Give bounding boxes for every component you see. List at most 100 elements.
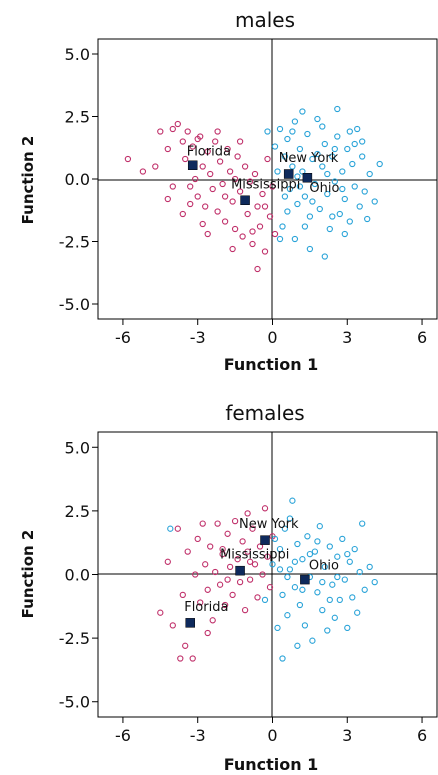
females-blue-point bbox=[289, 497, 296, 504]
females-blue-point bbox=[336, 596, 343, 604]
males-pink-point bbox=[249, 240, 256, 248]
females-pink-point bbox=[184, 548, 191, 555]
males-pink-point bbox=[229, 245, 236, 253]
males-blue-point bbox=[271, 143, 279, 150]
females-blue-point bbox=[294, 642, 301, 649]
males-blue-point bbox=[304, 130, 311, 138]
males-blue-point bbox=[296, 145, 304, 153]
females-blue-point bbox=[346, 558, 353, 565]
females-x-tick-label: 3 bbox=[342, 726, 352, 745]
males-blue-point bbox=[274, 168, 281, 175]
males-blue-point bbox=[346, 218, 353, 225]
males-blue-point bbox=[296, 183, 304, 190]
females-blue-point bbox=[349, 594, 356, 601]
females-blue-point bbox=[301, 622, 309, 629]
males-pink-point bbox=[187, 200, 194, 208]
males-blue-point bbox=[359, 153, 366, 160]
males-y-tick-label: 0.0 bbox=[65, 170, 90, 189]
males-pink-point bbox=[214, 128, 221, 135]
males-blue-point bbox=[354, 125, 361, 133]
females-blue-point bbox=[314, 538, 321, 545]
males-blue-point bbox=[311, 180, 319, 188]
females-centroid-label-mississippi: Mississippi bbox=[220, 548, 289, 563]
females-pink-point bbox=[204, 586, 211, 593]
males-blue-point bbox=[326, 225, 333, 233]
males-blue-point bbox=[289, 163, 296, 170]
males-pink-point bbox=[236, 138, 244, 145]
females-x-tick-label: -6 bbox=[115, 726, 131, 745]
males-x-axis-ticks: -6 -3 0 3 6 bbox=[115, 319, 427, 347]
females-blue-point bbox=[279, 655, 286, 662]
females-blue-point bbox=[371, 578, 378, 586]
females-pink-point bbox=[261, 505, 269, 512]
males-y-tick-label: -5.0 bbox=[59, 295, 90, 314]
females-pink-point bbox=[239, 538, 246, 545]
females-blue-point bbox=[299, 586, 306, 593]
females-title: females bbox=[225, 401, 304, 425]
males-pink-point bbox=[224, 145, 231, 153]
females-blue-point bbox=[334, 553, 341, 560]
males-pink-point bbox=[244, 210, 251, 218]
males-blue-point bbox=[286, 185, 294, 193]
females-pink-point bbox=[216, 581, 224, 588]
males-blue-point bbox=[301, 223, 309, 230]
females-blue-point bbox=[311, 548, 319, 555]
females-y-axis-ticks: 5.0 2.5 0.0 -2.5 -5.0 bbox=[59, 438, 98, 712]
females-pink-point bbox=[182, 642, 189, 649]
males-pink-point bbox=[236, 188, 244, 195]
females-pink-point bbox=[169, 622, 176, 629]
males-pink-point bbox=[271, 230, 279, 238]
males-blue-point bbox=[284, 208, 291, 215]
females-blue-point bbox=[296, 601, 304, 609]
females-pink-point bbox=[174, 525, 181, 532]
males-blue-point bbox=[349, 160, 356, 168]
males-pink-point bbox=[164, 145, 171, 153]
males-blue-point bbox=[279, 223, 286, 230]
males-blue-point bbox=[376, 160, 383, 168]
males-pink-point bbox=[204, 148, 211, 155]
males-blue-point bbox=[331, 145, 338, 153]
males-blue-point bbox=[371, 198, 378, 205]
males-pink-point bbox=[216, 158, 224, 165]
males-blue-point bbox=[316, 205, 323, 213]
males-blue-point bbox=[301, 193, 309, 200]
males-blue-point bbox=[276, 235, 284, 243]
females-centroid-label-ohio: Ohio bbox=[309, 559, 339, 574]
females-pink-point bbox=[197, 599, 204, 606]
males-pink-point bbox=[221, 218, 229, 225]
females-blue-point bbox=[361, 586, 368, 593]
males-blue-point bbox=[359, 138, 366, 145]
males-pink-point bbox=[269, 183, 276, 190]
females-x-tick-label: 6 bbox=[417, 726, 427, 745]
males-pink-point bbox=[174, 120, 181, 128]
males-blue-point bbox=[314, 150, 321, 158]
males-pink-point bbox=[249, 228, 256, 235]
females-pink-point bbox=[251, 561, 259, 568]
females-centroid-label-new-york: New York bbox=[239, 517, 299, 532]
females-pink-point bbox=[224, 576, 231, 583]
males-pink-point bbox=[139, 168, 147, 175]
females-y-tick-label: -5.0 bbox=[59, 693, 90, 712]
males-blue-point bbox=[324, 170, 331, 178]
males-x-tick-label: -3 bbox=[190, 328, 206, 347]
males-pink-point bbox=[226, 168, 234, 175]
females-blue-point bbox=[314, 589, 321, 596]
males-x-tick-label: -6 bbox=[115, 328, 131, 347]
females-blue-point bbox=[286, 566, 294, 573]
males-centroid-label-new-york: New York bbox=[279, 151, 339, 166]
males-pink-point bbox=[241, 163, 249, 170]
males-x-tick-label: 0 bbox=[267, 328, 277, 347]
males-blue-point bbox=[339, 185, 346, 193]
males-pink-point bbox=[259, 190, 266, 198]
males-pink-point bbox=[264, 155, 271, 163]
males-centroid-ohio bbox=[302, 173, 313, 183]
males-y-tick-label: 2.5 bbox=[65, 108, 90, 127]
males-pink-point bbox=[251, 170, 259, 178]
females-blue-point bbox=[326, 596, 333, 604]
males-blue-point bbox=[276, 125, 284, 133]
females-blue-point bbox=[291, 584, 299, 591]
females-blue-point bbox=[276, 566, 284, 573]
males-pink-point bbox=[229, 198, 236, 205]
males-blue-point bbox=[329, 153, 336, 160]
